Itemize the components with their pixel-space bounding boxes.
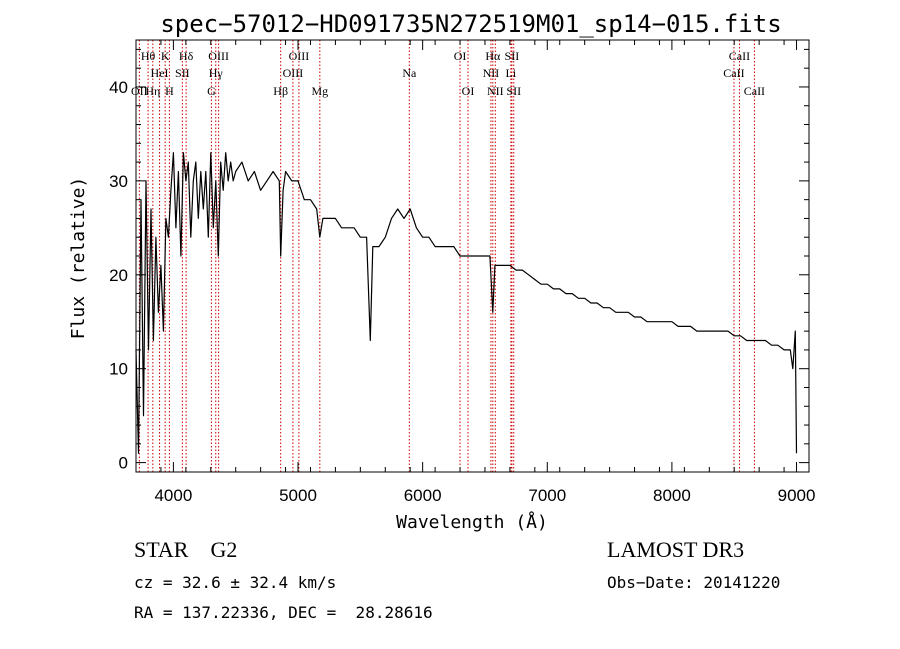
line-label-7: Hδ [179, 49, 194, 63]
line-label-19: NII [483, 66, 500, 80]
line-label-5: SII [175, 66, 190, 80]
line-label-16: OI [454, 49, 467, 63]
x-tick-label-3: 7000 [528, 486, 566, 505]
x-tick-label-4: 8000 [653, 486, 691, 505]
line-label-10: G [207, 84, 216, 98]
spectrum-line [135, 152, 798, 454]
x-tick-label-0: 4000 [154, 486, 192, 505]
line-label-21: SII [505, 49, 520, 63]
x-tick-label-5: 9000 [778, 486, 816, 505]
line-label-4: K [161, 49, 170, 63]
survey-name: LAMOST DR3 [607, 537, 745, 562]
line-label-1: Hη [145, 84, 160, 98]
object-class: STAR G2 [134, 537, 238, 562]
line-label-17: OI [462, 84, 475, 98]
line-label-25: CaII [723, 66, 744, 80]
y-axis-label: Flux (relative) [68, 177, 89, 340]
line-label-14: Mg [311, 84, 328, 98]
x-axis-label: Wavelength (Å) [396, 511, 548, 533]
line-label-26: CaII [744, 84, 765, 98]
line-label-20: NII [487, 84, 504, 98]
obs-date: Obs−Date: 20141220 [607, 573, 781, 592]
line-label-18: Hα [485, 49, 501, 63]
line-label-24: CaII [729, 49, 750, 63]
line-label-13: OIII [283, 66, 304, 80]
x-tick-label-2: 6000 [404, 486, 442, 505]
line-label-12: OIII [289, 49, 310, 63]
line-label-0: OII [131, 84, 148, 98]
line-label-11: Hβ [273, 84, 288, 98]
line-label-8: OIII [208, 49, 229, 63]
x-tick-label-1: 5000 [279, 486, 317, 505]
line-label-3: HeI [151, 66, 169, 80]
chart-title: spec−57012−HD091735N272519M01_sp14−015.f… [160, 10, 781, 38]
line-label-15: Na [402, 66, 417, 80]
y-tick-label-1: 10 [109, 360, 128, 379]
y-tick-label-4: 40 [109, 78, 128, 97]
line-label-23: SII [506, 84, 521, 98]
spectrum-series [135, 152, 798, 454]
line-label-22: Li [506, 66, 517, 80]
x-axis: 4000 5000 6000 7000 8000 9000 [135, 40, 816, 505]
y-tick-label-3: 30 [109, 172, 128, 191]
line-markers [138, 40, 755, 472]
line-label-2: Hθ [141, 49, 156, 63]
y-tick-label-2: 20 [109, 266, 128, 285]
line-label-6: H [165, 84, 174, 98]
y-tick-label-0: 0 [119, 454, 128, 473]
redshift-readout: cz = 32.6 ± 32.4 km/s [134, 573, 337, 592]
y-axis: 0 10 20 30 40 [109, 48, 809, 473]
coordinates: RA = 137.22336, DEC = 28.28616 [134, 603, 433, 622]
line-label-9: Hγ [209, 66, 224, 80]
